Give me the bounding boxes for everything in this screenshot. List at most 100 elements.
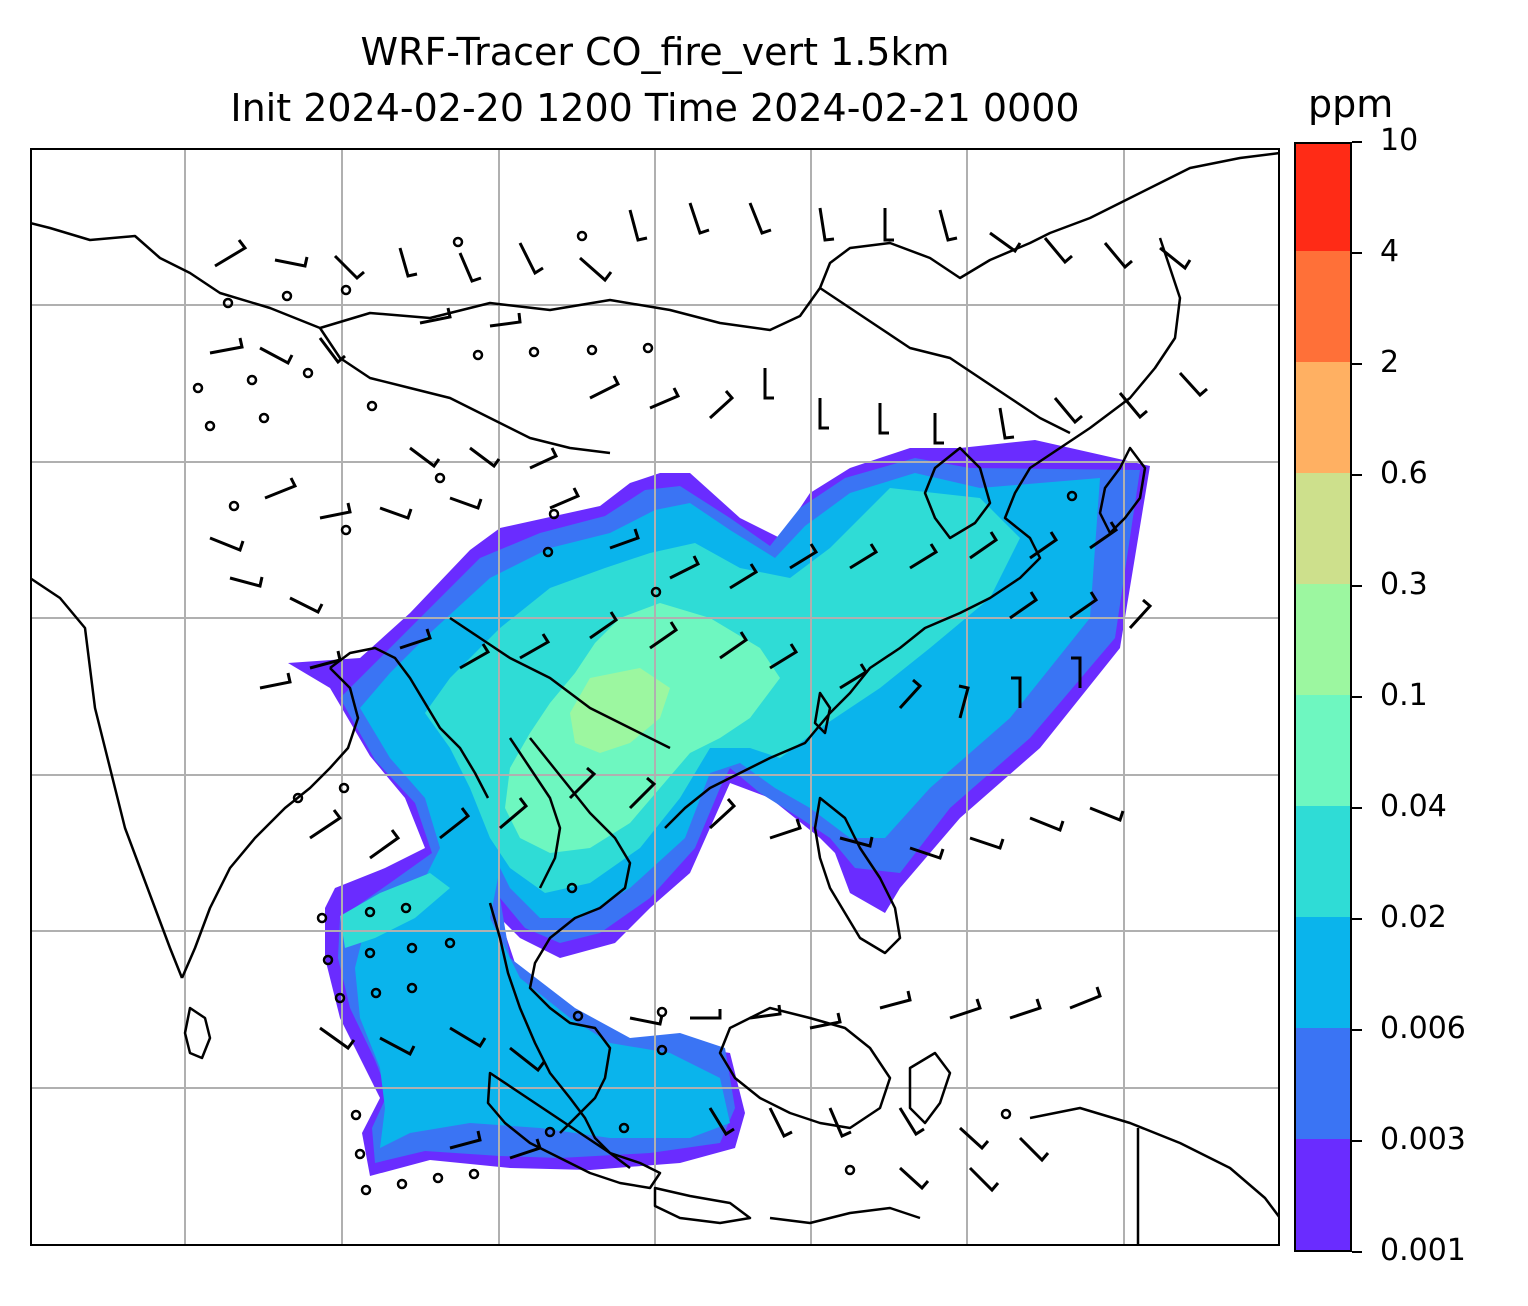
calm-circle bbox=[354, 1148, 366, 1160]
coastline-philippines bbox=[813, 796, 902, 955]
wind-barb bbox=[719, 631, 749, 660]
calm-circle bbox=[572, 1010, 584, 1022]
coastline-east-china bbox=[664, 237, 1182, 829]
colorbar-tick bbox=[1352, 1251, 1362, 1253]
colorbar-tick bbox=[1352, 1029, 1362, 1031]
wind-barb bbox=[1071, 656, 1082, 688]
wind-barb bbox=[1178, 371, 1208, 398]
wind-barb bbox=[828, 1107, 852, 1138]
wind-barb bbox=[549, 487, 581, 510]
calm-circle bbox=[468, 1168, 480, 1180]
wind-barb bbox=[688, 202, 710, 235]
calm-circle bbox=[366, 400, 378, 412]
calm-circle bbox=[350, 1109, 362, 1121]
wind-barb bbox=[839, 836, 874, 848]
wind-barb bbox=[1011, 676, 1022, 708]
wind-barb bbox=[209, 536, 245, 552]
wind-barb bbox=[628, 209, 648, 242]
wind-barb bbox=[1009, 998, 1042, 1020]
colorbar bbox=[1294, 142, 1352, 1252]
calm-circle bbox=[844, 1164, 856, 1176]
calm-circle bbox=[528, 346, 540, 358]
wind-barb bbox=[489, 312, 522, 328]
wind-barb bbox=[1069, 986, 1102, 1010]
calm-circle bbox=[544, 1126, 556, 1138]
calm-circle bbox=[192, 382, 204, 394]
wind-barb bbox=[319, 1026, 356, 1051]
calm-circle bbox=[472, 349, 484, 361]
calm-circle bbox=[370, 987, 382, 999]
wind-barb bbox=[968, 1166, 1000, 1193]
wind-barb bbox=[333, 254, 365, 281]
wind-barb bbox=[1029, 816, 1065, 832]
wind-barb bbox=[879, 990, 912, 1010]
wind-barb bbox=[649, 387, 681, 410]
wind-barb bbox=[459, 643, 491, 670]
calm-circle bbox=[444, 937, 456, 949]
calm-circle bbox=[548, 508, 560, 520]
map-panel[interactable] bbox=[30, 148, 1280, 1246]
colorbar-segment bbox=[1296, 694, 1350, 806]
wind-barb bbox=[369, 829, 401, 860]
wind-barb bbox=[669, 555, 701, 580]
coastline-indochina bbox=[528, 737, 632, 1134]
wind-barb bbox=[1159, 246, 1192, 271]
wind-barb bbox=[318, 337, 346, 365]
calm-circle bbox=[334, 992, 346, 1004]
colorbar-tick bbox=[1352, 474, 1362, 476]
wind-barb bbox=[289, 596, 324, 615]
calm-circle bbox=[258, 412, 270, 424]
calm-circle bbox=[406, 982, 418, 994]
wind-barb bbox=[264, 477, 298, 500]
colorbar-tick-label: 10 bbox=[1380, 123, 1419, 158]
coastline-bohai bbox=[923, 446, 992, 540]
colorbar-segment bbox=[1296, 916, 1350, 1028]
calm-circle bbox=[650, 586, 662, 598]
graticule-gridlines bbox=[30, 148, 1280, 1246]
calm-circle bbox=[656, 1044, 668, 1056]
calm-circle bbox=[576, 230, 588, 242]
wind-barb bbox=[274, 256, 309, 268]
colorbar-segment bbox=[1296, 250, 1350, 362]
wind-barb bbox=[898, 1107, 925, 1137]
colorbar-tick-label: 0.04 bbox=[1380, 789, 1447, 824]
colorbar-unit-label: ppm bbox=[1308, 82, 1394, 126]
coastline-india-east bbox=[180, 667, 360, 979]
colorbar-tick bbox=[1352, 252, 1362, 254]
wind-barb bbox=[839, 663, 869, 690]
wind-barb bbox=[898, 678, 923, 710]
wind-barb bbox=[499, 797, 529, 830]
border-china-south bbox=[449, 616, 671, 750]
wind-barb bbox=[259, 672, 292, 690]
colorbar-segment bbox=[1296, 361, 1350, 473]
calm-circle bbox=[204, 420, 216, 432]
wind-barb bbox=[763, 368, 774, 400]
wind-barb bbox=[419, 307, 452, 325]
wind-barb bbox=[1009, 591, 1039, 620]
wind-barb bbox=[379, 506, 413, 520]
border-mekong bbox=[508, 737, 562, 889]
wind-barb bbox=[909, 543, 939, 570]
wind-barb bbox=[209, 337, 244, 355]
coastline-sri-lanka bbox=[183, 1006, 212, 1060]
coastlines-and-borders bbox=[30, 151, 1280, 1246]
wind-barb bbox=[969, 531, 999, 560]
wind-barb bbox=[509, 1046, 546, 1073]
calm-circle bbox=[618, 1122, 630, 1134]
calm-circle bbox=[322, 954, 334, 966]
calm-circle bbox=[642, 342, 654, 354]
wind-barb bbox=[449, 1026, 487, 1049]
colorbar-segment bbox=[1296, 1027, 1350, 1139]
calm-circle bbox=[400, 902, 412, 914]
wind-barb bbox=[1089, 806, 1125, 822]
calm-circle bbox=[364, 947, 376, 959]
colorbar-tick bbox=[1352, 918, 1362, 920]
colorbar-tick-label: 0.6 bbox=[1380, 456, 1428, 491]
calm-circle bbox=[246, 374, 258, 386]
coastline-bay-of-bengal-north bbox=[329, 646, 490, 799]
coastline-new-guinea bbox=[1029, 1106, 1280, 1219]
wind-barb bbox=[690, 1009, 722, 1020]
map-title-line-2: Init 2024-02-20 1200 Time 2024-02-21 000… bbox=[230, 86, 1080, 130]
colorbar-segment bbox=[1296, 472, 1350, 584]
map-frame bbox=[30, 148, 1280, 1246]
